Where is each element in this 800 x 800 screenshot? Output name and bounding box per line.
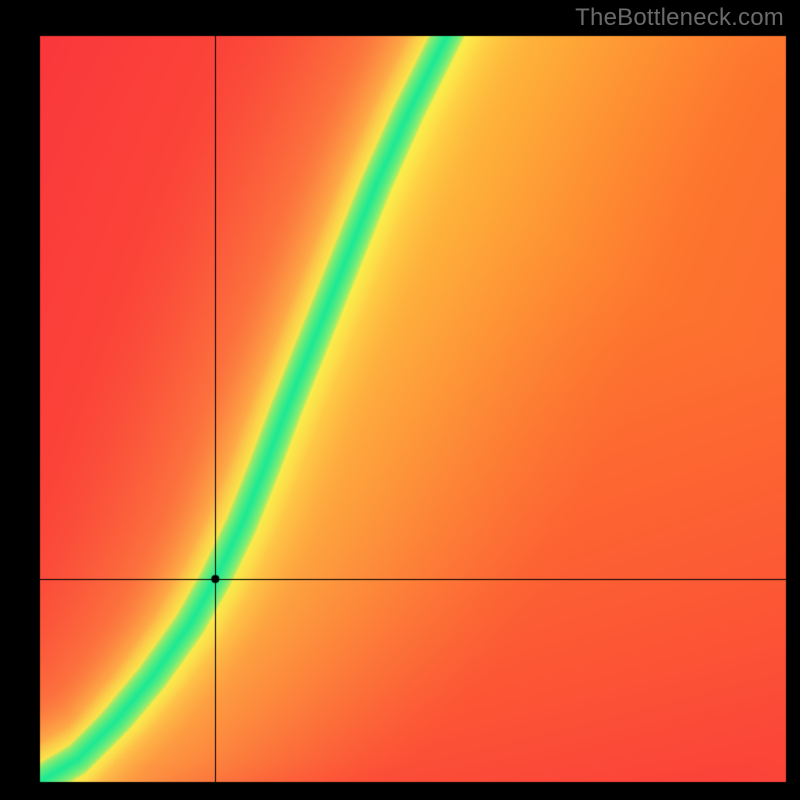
chart-container: TheBottleneck.com: [0, 0, 800, 800]
watermark-text: TheBottleneck.com: [575, 4, 784, 32]
bottleneck-heatmap: [0, 0, 800, 800]
